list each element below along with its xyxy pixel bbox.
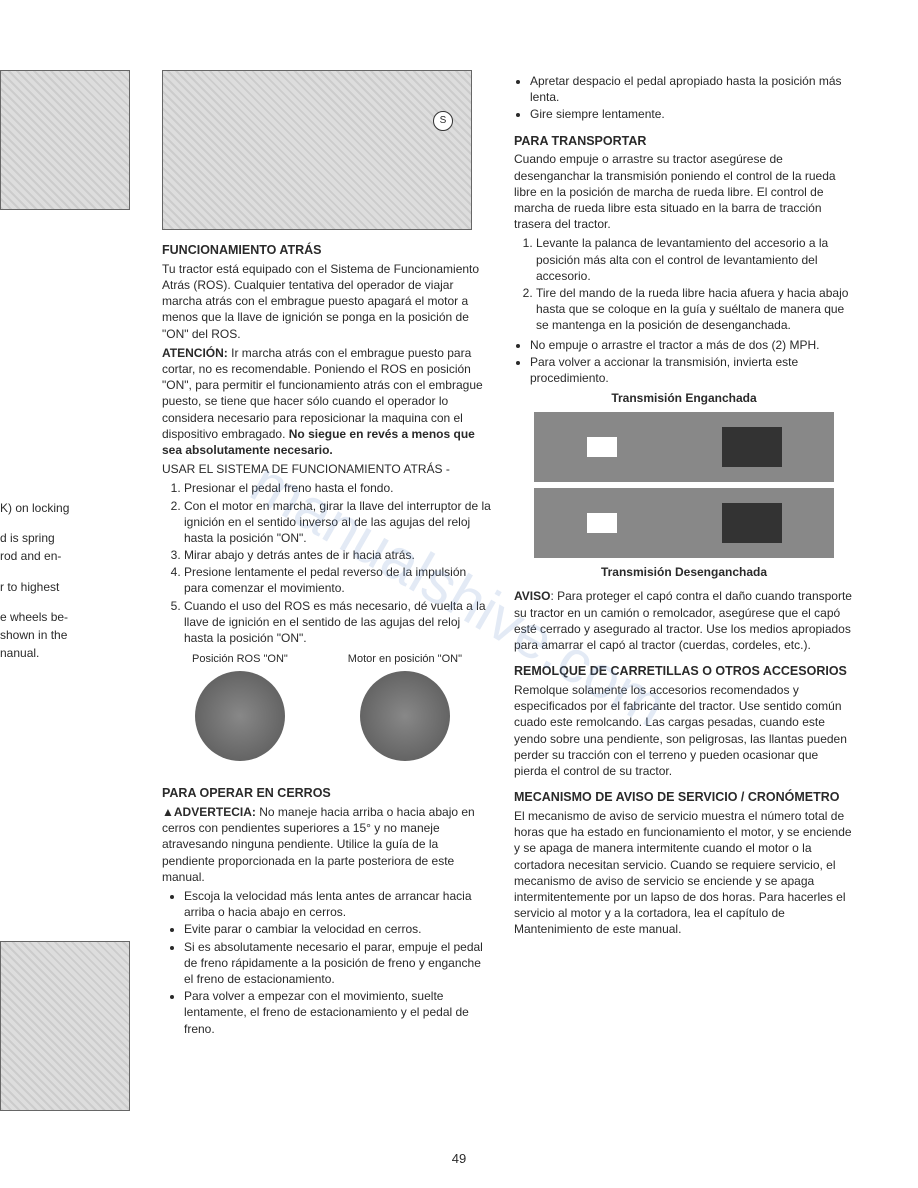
continue-bullets: Apretar despacio el pedal apropiado hast…	[514, 73, 854, 123]
key-position-diagrams: Posición ROS "ON" Motor en posición "ON"	[162, 652, 492, 765]
advertecia-label: ADVERTECIA:	[174, 805, 256, 819]
body-text: ATENCIÓN: Ir marcha atrás con el embragu…	[162, 345, 492, 458]
heading-funcionamiento: FUNCIONAMIENTO ATRÁS	[162, 242, 492, 259]
diagram-label: Motor en posición "ON"	[348, 652, 462, 667]
transmission-disengaged-diagram	[534, 488, 834, 558]
list-item: Tire del mando de la rueda libre hacia a…	[536, 285, 854, 334]
body-text: Cuando empuje o arrastre su tractor aseg…	[514, 151, 854, 232]
body-text: Tu tractor está equipado con el Sistema …	[162, 261, 492, 342]
partial-text-block: K) on locking d is spring rod and en- r …	[0, 500, 140, 661]
partial-line: r to highest	[0, 579, 140, 595]
body-text: Remolque solamente los accesorios recome…	[514, 682, 854, 779]
tractor-sketch-icon	[163, 71, 471, 229]
motor-on-diagram: Motor en posición "ON"	[348, 652, 462, 765]
ros-steps-list: Presionar el pedal freno hasta el fondo.…	[162, 480, 492, 646]
heading-remolque: REMOLQUE DE CARRETILLAS O OTROS ACCESORI…	[514, 663, 854, 680]
list-item: No empuje o arrastre el tractor a más de…	[530, 337, 854, 353]
mechanical-sketch-icon	[1, 71, 129, 209]
person-pushing-tractor-icon	[722, 503, 782, 543]
partial-line: shown in the	[0, 627, 140, 643]
aviso-label: AVISO	[514, 589, 550, 603]
list-item: Con el motor en marcha, girar la llave d…	[184, 498, 492, 547]
partial-line: K) on locking	[0, 500, 140, 516]
partial-image-bottom	[0, 941, 130, 1111]
key-dial-icon	[360, 671, 450, 761]
transport-steps: Levante la palanca de levantamiento del …	[514, 235, 854, 333]
key-dial-icon	[195, 671, 285, 761]
transmission-engaged-diagram	[534, 412, 834, 482]
body-text-span: : Para proteger el capó contra el daño c…	[514, 589, 852, 652]
partial-image-top	[0, 70, 130, 210]
list-item: Para volver a accionar la transmisión, i…	[530, 354, 854, 386]
partial-line: e wheels be-	[0, 609, 140, 625]
middle-column: S FUNCIONAMIENTO ATRÁS Tu tractor está e…	[162, 70, 492, 1111]
tractor-diagram: S	[162, 70, 472, 230]
warning-triangle-icon: ▲	[162, 805, 174, 819]
transport-bullets: No empuje o arrastre el tractor a más de…	[514, 337, 854, 387]
heading-transportar: PARA TRANSPORTAR	[514, 133, 854, 150]
partial-line: rod and en-	[0, 548, 140, 564]
transmission-engaged-label: Transmisión Enganchada	[514, 390, 854, 406]
mechanical-sketch-icon	[1, 942, 129, 1110]
body-text: AVISO: Para proteger el capó contra el d…	[514, 588, 854, 653]
partial-line: d is spring	[0, 530, 140, 546]
heading-cerros: PARA OPERAR EN CERROS	[162, 785, 492, 802]
list-item: Para volver a empezar con el movimiento,…	[184, 988, 492, 1037]
callout-s-label: S	[433, 111, 453, 131]
list-item: Evite parar o cambiar la velocidad en ce…	[184, 921, 492, 937]
list-item: Escoja la velocidad más lenta antes de a…	[184, 888, 492, 920]
list-item: Si es absolutamente necesario el parar, …	[184, 939, 492, 988]
body-text: USAR EL SISTEMA DE FUNCIONAMIENTO ATRÁS …	[162, 461, 492, 477]
hills-bullets: Escoja la velocidad más lenta antes de a…	[162, 888, 492, 1037]
left-column: K) on locking d is spring rod and en- r …	[0, 70, 140, 1111]
list-item: Cuando el uso del ROS es más necesario, …	[184, 598, 492, 647]
list-item: Gire siempre lentamente.	[530, 106, 854, 122]
diagram-label: Posición ROS "ON"	[192, 652, 288, 667]
list-item: Presione lentamente el pedal reverso de …	[184, 564, 492, 596]
body-text: ▲ADVERTECIA: No maneje hacia arriba o ha…	[162, 804, 492, 885]
right-column: Apretar despacio el pedal apropiado hast…	[514, 70, 854, 1111]
partial-line: nanual.	[0, 645, 140, 661]
page-container: K) on locking d is spring rod and en- r …	[0, 0, 918, 1151]
tractor-silhouette-icon	[722, 427, 782, 467]
heading-servicio: MECANISMO DE AVISO DE SERVICIO / CRONÓME…	[514, 789, 854, 806]
transmission-disengaged-label: Transmisión Desenganchada	[514, 564, 854, 580]
list-item: Apretar despacio el pedal apropiado hast…	[530, 73, 854, 105]
list-item: Presionar el pedal freno hasta el fondo.	[184, 480, 492, 496]
body-text: El mecanismo de aviso de servicio muestr…	[514, 808, 854, 938]
page-number: 49	[452, 1150, 466, 1168]
list-item: Mirar abajo y detrás antes de ir hacia a…	[184, 547, 492, 563]
arrow-icon	[587, 437, 617, 457]
atencion-label: ATENCIÓN:	[162, 346, 228, 360]
ros-on-diagram: Posición ROS "ON"	[192, 652, 288, 765]
list-item: Levante la palanca de levantamiento del …	[536, 235, 854, 284]
arrow-icon	[587, 513, 617, 533]
